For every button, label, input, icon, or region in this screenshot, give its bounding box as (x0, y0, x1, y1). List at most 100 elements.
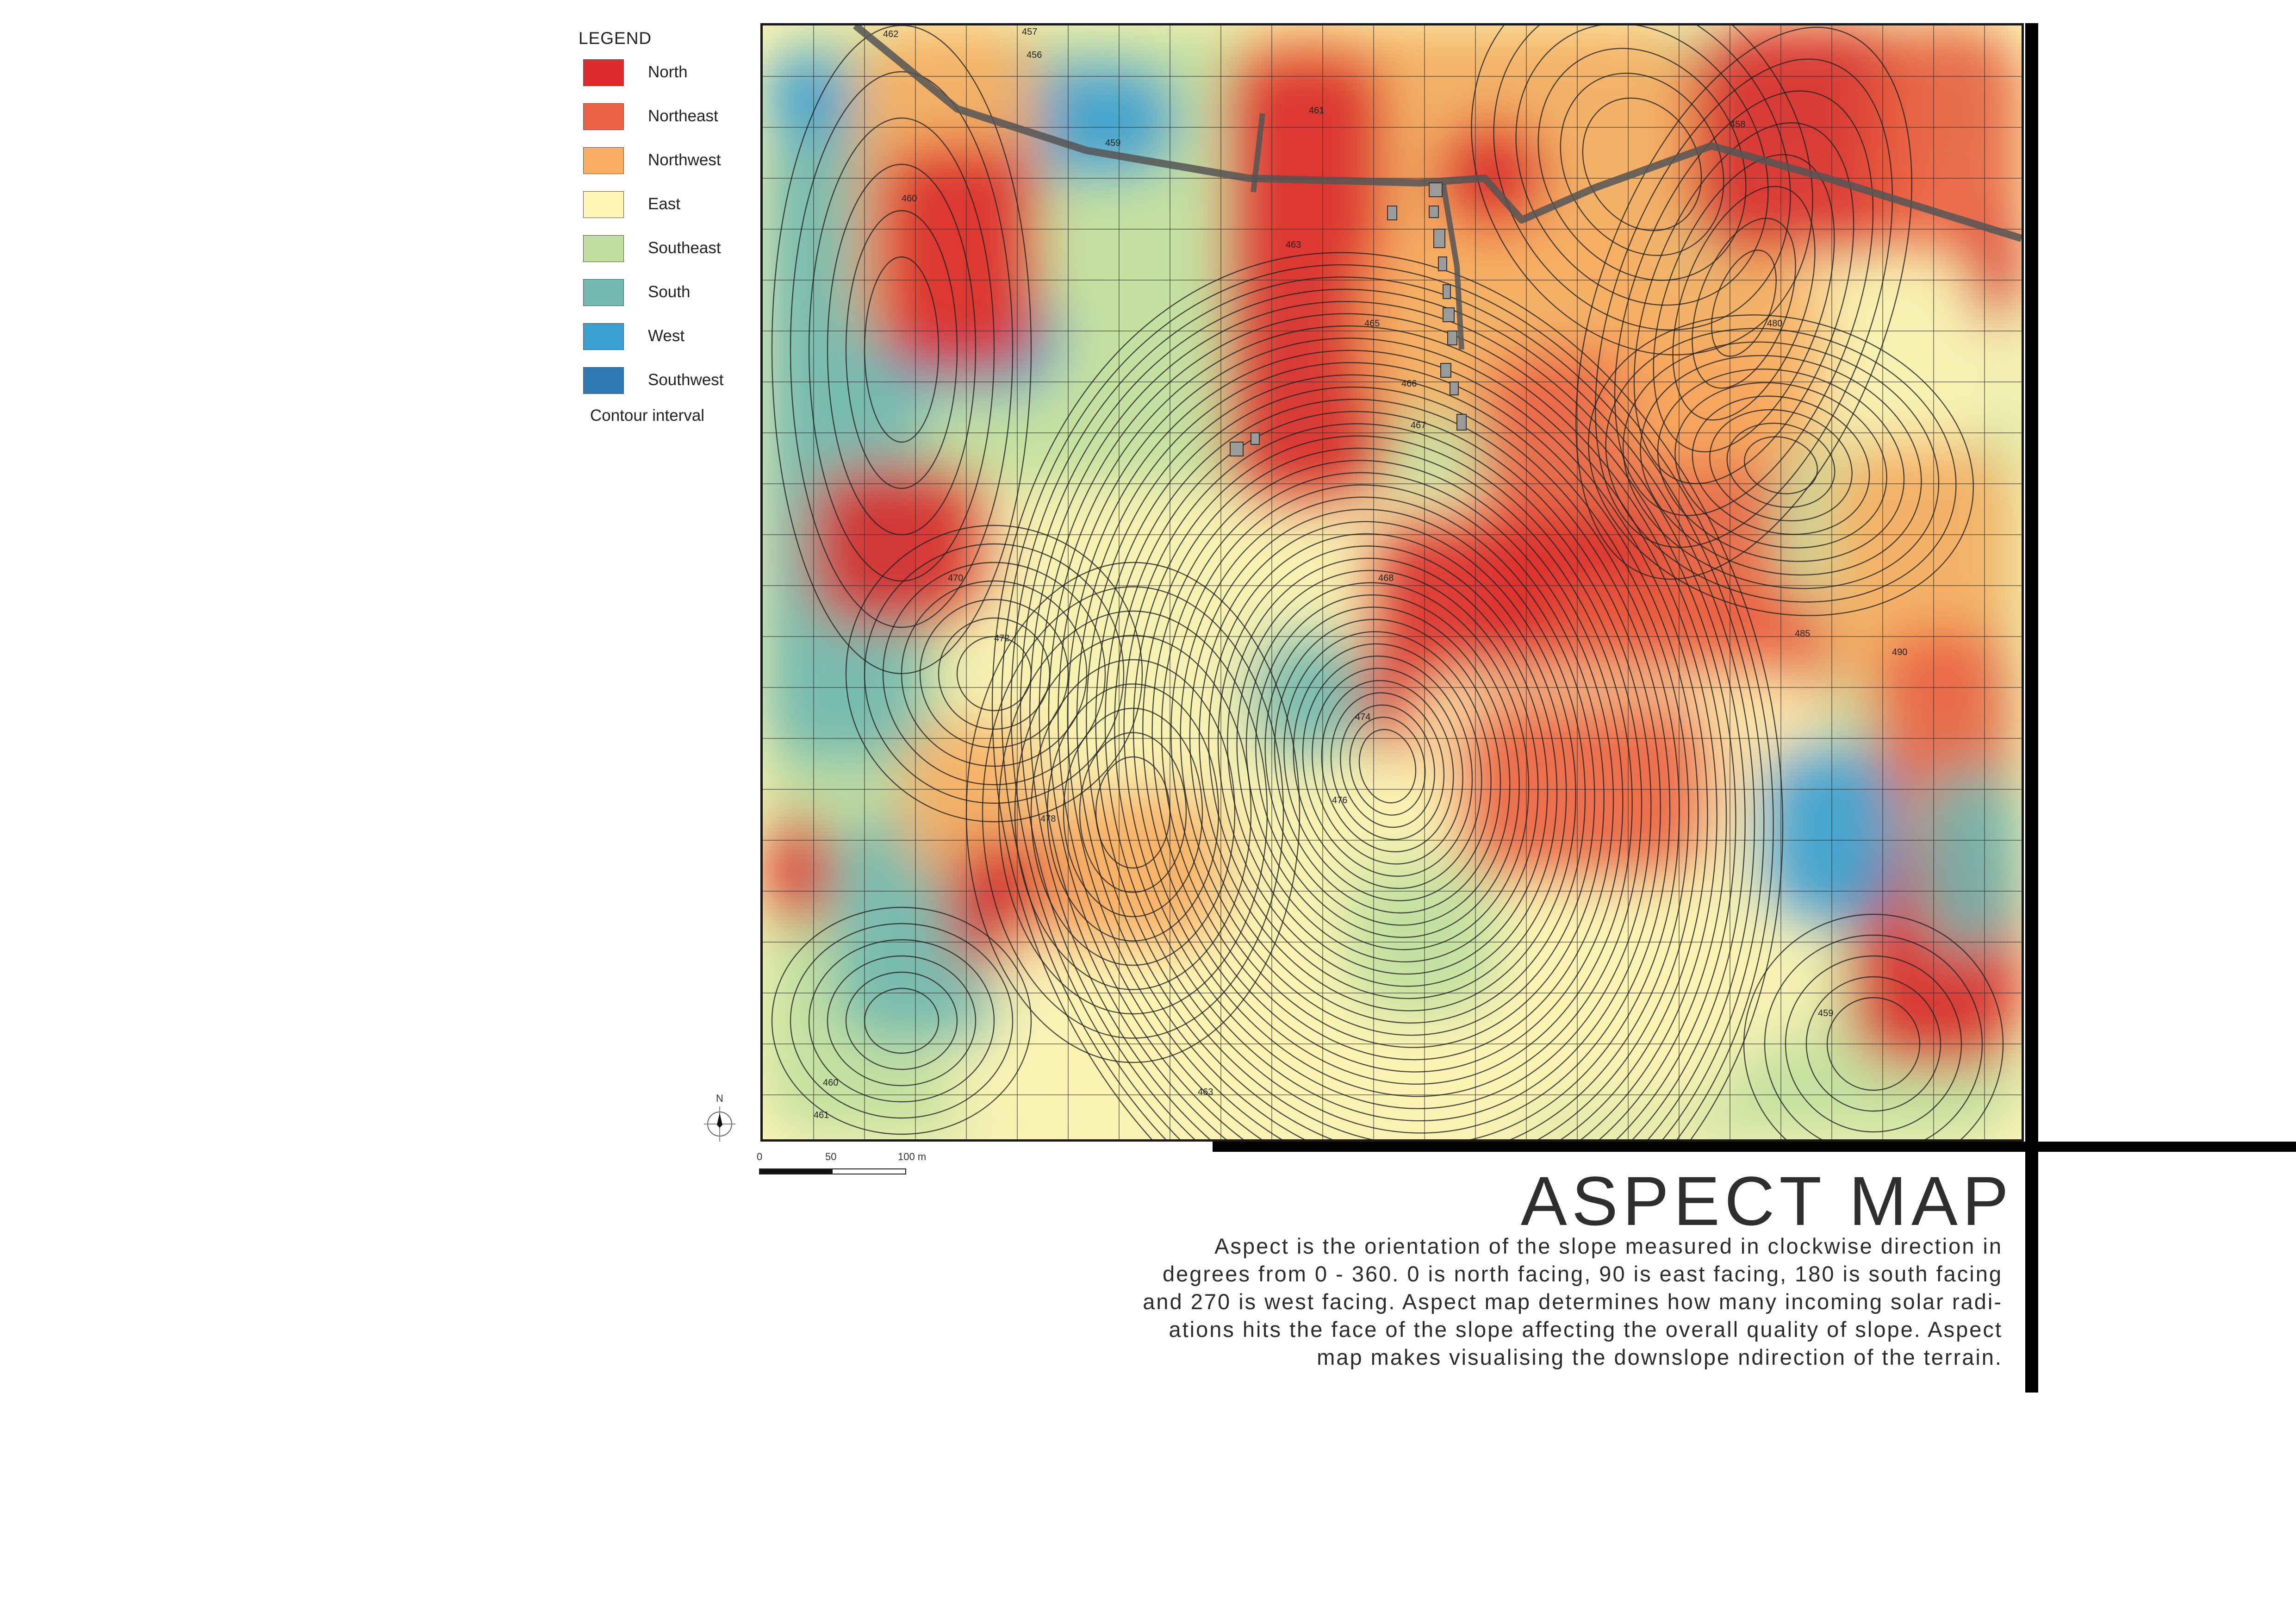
legend-swatch (583, 367, 624, 394)
page-title: ASPECT MAP (1520, 1162, 2013, 1240)
contour-line (771, 906, 1032, 1135)
contour-line (1123, 423, 1652, 1109)
building (1429, 206, 1439, 218)
contour-line (1236, 570, 1539, 962)
contour-value-label: 456 (1027, 50, 1042, 60)
contour-line (864, 256, 940, 443)
contour-line (982, 586, 1284, 1039)
contour-line (1692, 218, 1796, 389)
contour-line (1358, 729, 1417, 804)
contour-line (1264, 606, 1511, 926)
building (1433, 229, 1445, 248)
contour-line (1764, 934, 1983, 1139)
description-line: and 270 is west facing. Aspect map deter… (1143, 1289, 2003, 1314)
aspect-zone (763, 49, 855, 141)
contour-line (790, 71, 1014, 628)
contour-value-label: 463 (1198, 1087, 1213, 1097)
contour-line (1039, 313, 1736, 1139)
legend-swatch (583, 103, 624, 130)
contour-line (1030, 659, 1236, 966)
building (1443, 307, 1455, 322)
contour-line (1726, 423, 1836, 508)
contour-value-label: 480 (1767, 319, 1782, 329)
side-road (1251, 113, 1265, 193)
building (1387, 206, 1397, 220)
contour-line (808, 117, 995, 582)
contour-line (1189, 509, 1586, 1024)
contour-line (1493, 25, 1791, 331)
scale-label-50: 50 (825, 1151, 837, 1162)
contour-value-label: 470 (948, 573, 963, 583)
contour-line (998, 610, 1268, 1015)
legend-item-northeast: Northeast (579, 101, 731, 145)
roads (852, 25, 2022, 350)
contour-line (1048, 325, 1727, 1139)
legend-swatch (583, 59, 624, 86)
scale-track (759, 1168, 906, 1174)
contour-line (1605, 328, 1957, 603)
contour-line (956, 636, 1032, 712)
contour-value-label: 466 (1401, 379, 1417, 389)
scale-bar: 0 50 100 m (757, 1151, 933, 1188)
contour-line (1095, 386, 1680, 1139)
aspect-zone (1920, 766, 2022, 951)
legend-label: Southwest (648, 371, 724, 389)
legend-swatch (583, 235, 624, 262)
contour-line (1104, 399, 1671, 1134)
contour-line (808, 939, 995, 1103)
legend-label: Northeast (648, 107, 718, 125)
contour-line (1076, 362, 1699, 1139)
legend-label: East (648, 195, 681, 213)
contour-line (1063, 707, 1203, 918)
contour-value-label: 476 (1332, 795, 1347, 806)
contour-interval-label: Contour interval (590, 406, 705, 425)
contour-value-label: 459 (1105, 138, 1120, 148)
contour-value-label: 460 (823, 1078, 838, 1088)
contour-line (1515, 25, 1769, 306)
contour-line (1180, 496, 1595, 1036)
contour-line (1560, 73, 1724, 256)
contour-value-label: 472 (994, 633, 1009, 643)
buildings (1230, 182, 1467, 456)
description-line: Aspect is the orientation of the slope m… (1214, 1234, 2003, 1258)
scale-segment (760, 1169, 833, 1174)
legend-label: West (648, 327, 685, 345)
building (1438, 256, 1447, 271)
contour-line (1001, 264, 1774, 1139)
contour-value-label: 458 (1730, 119, 1745, 130)
contour-line (1614, 90, 1874, 516)
legend-title: LEGEND (579, 29, 652, 48)
contour-line (1349, 717, 1426, 816)
aspect-zone (1249, 627, 1364, 766)
contour-line (827, 163, 977, 536)
contour-value-label: 468 (1378, 573, 1394, 583)
side-road (1440, 182, 1464, 350)
contour-value-label: 457 (1022, 27, 1037, 37)
aspect-zone (1341, 859, 1503, 1021)
contour-line (1029, 301, 1746, 1139)
contour-line (1537, 48, 1747, 281)
contour-line (1595, 58, 1893, 548)
contour-line (1142, 448, 1633, 1085)
contour-line (827, 955, 977, 1087)
north-arrow-icon (704, 1106, 735, 1142)
building (1443, 284, 1451, 299)
contour-line (1633, 122, 1854, 484)
building (1429, 182, 1443, 197)
contour-line (1622, 341, 1940, 589)
contour-value-label: 467 (1411, 420, 1426, 431)
contour-value-label: 461 (1309, 106, 1324, 116)
legend-swatch (583, 323, 624, 350)
contour-line (1010, 276, 1765, 1139)
contour-line (1170, 484, 1605, 1048)
contour-line (1217, 545, 1558, 987)
contour-line (1283, 631, 1492, 901)
building (1447, 331, 1457, 345)
contour-line (965, 562, 1300, 1063)
contour-line (1208, 533, 1567, 999)
contour-line (882, 562, 1106, 786)
contour-line (864, 543, 1125, 804)
contour-line (1199, 521, 1576, 1012)
north-letter: N (716, 1093, 723, 1104)
contour-line (1340, 704, 1435, 828)
